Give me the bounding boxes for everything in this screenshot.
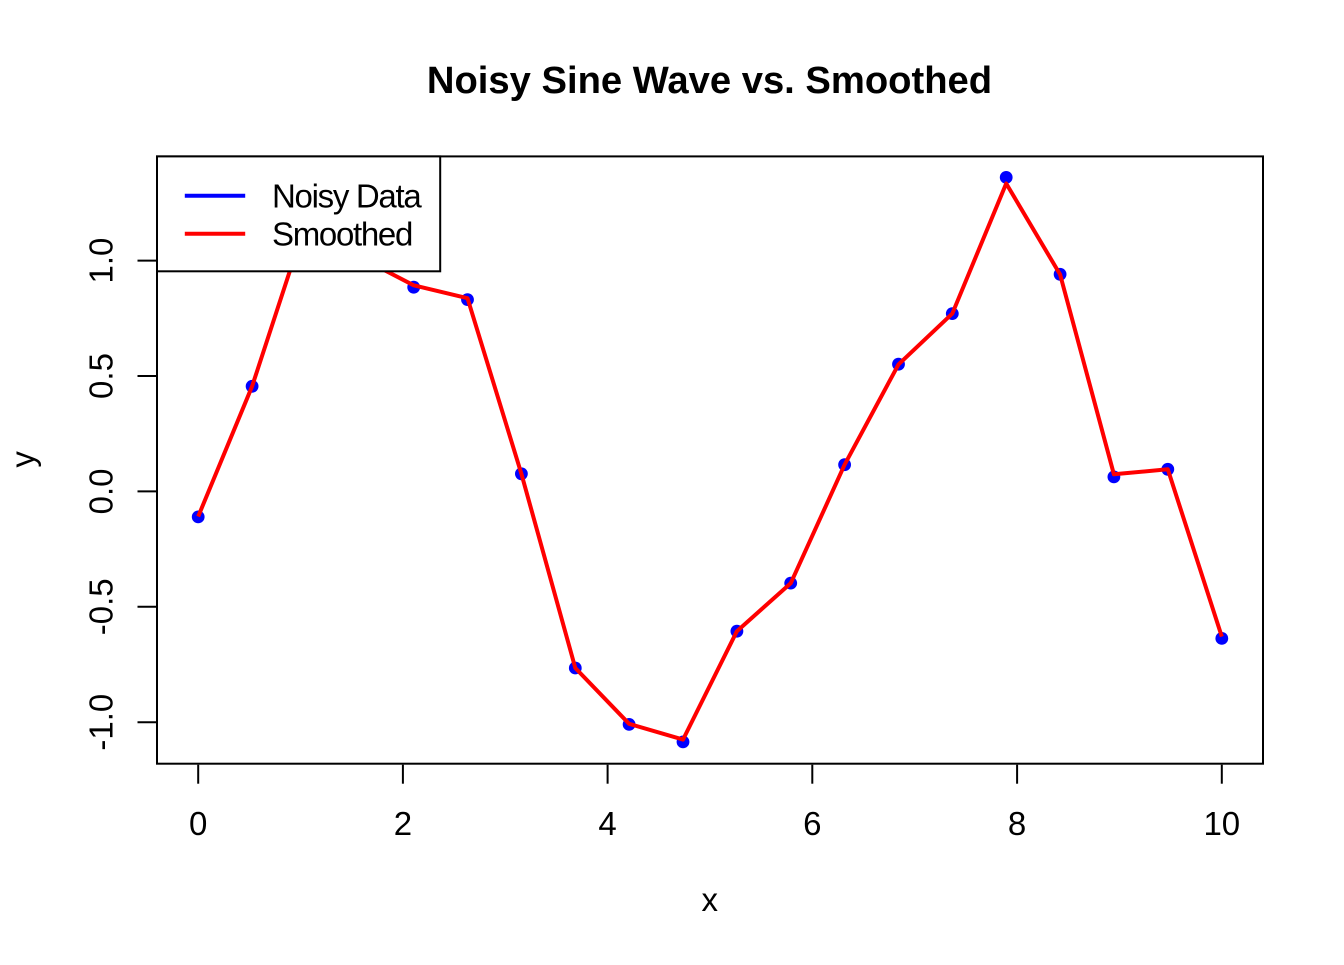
svg-text:1.0: 1.0 <box>83 238 120 284</box>
svg-text:Smoothed: Smoothed <box>272 216 412 253</box>
svg-text:8: 8 <box>1008 805 1026 842</box>
svg-text:0.0: 0.0 <box>83 468 120 514</box>
svg-text:Noisy Sine Wave vs. Smoothed: Noisy Sine Wave vs. Smoothed <box>427 59 992 102</box>
svg-text:4: 4 <box>598 805 616 842</box>
svg-text:-1.0: -1.0 <box>83 694 120 751</box>
svg-text:2: 2 <box>394 805 412 842</box>
svg-text:Noisy Data: Noisy Data <box>272 178 422 215</box>
svg-text:y: y <box>4 451 41 468</box>
svg-text:x: x <box>701 881 718 918</box>
svg-text:0.5: 0.5 <box>83 353 120 399</box>
svg-text:-0.5: -0.5 <box>83 578 120 635</box>
svg-text:10: 10 <box>1203 805 1240 842</box>
svg-text:6: 6 <box>803 805 821 842</box>
svg-text:0: 0 <box>189 805 207 842</box>
